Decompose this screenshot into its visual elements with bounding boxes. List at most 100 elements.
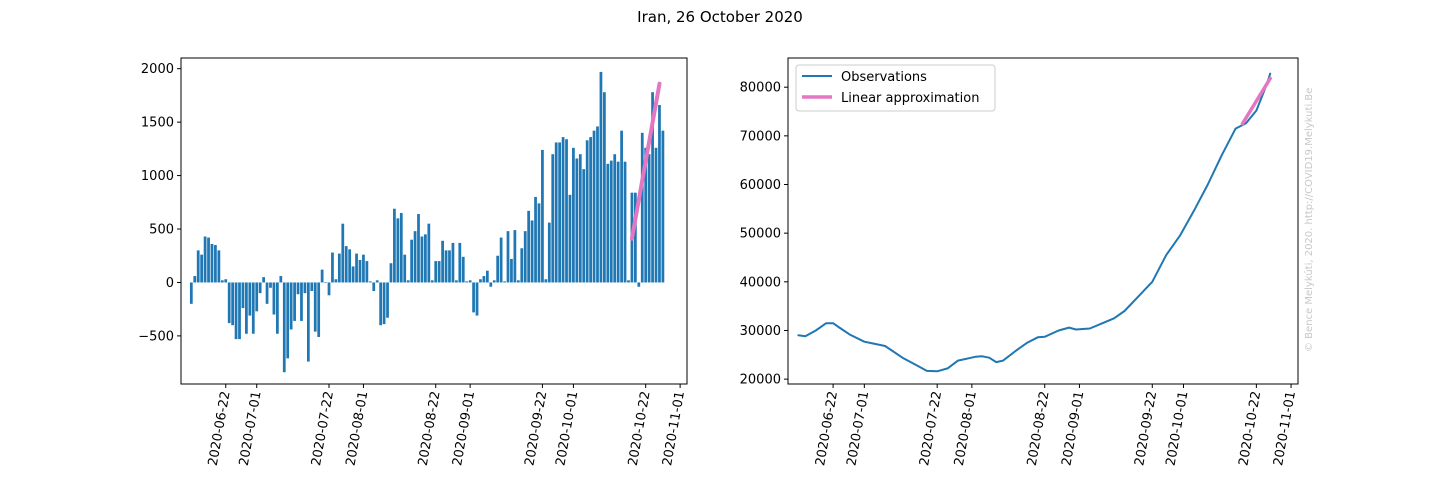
bar — [596, 126, 599, 283]
bar — [337, 253, 341, 283]
bar-chart-x-tick-label: 2020-08-22 — [416, 390, 444, 467]
bar — [558, 142, 562, 283]
bar — [644, 147, 648, 283]
cumulative-chart-y-tick-label: 60000 — [740, 178, 781, 193]
bar — [437, 261, 441, 283]
bar-chart-y-tick-label: 0 — [166, 276, 174, 291]
copyright-watermark: © Bence Melykúti, 2020. http://COVID19.M… — [1303, 88, 1315, 352]
bar — [468, 280, 472, 283]
bar — [258, 282, 262, 294]
bar — [331, 252, 334, 283]
bar — [303, 282, 307, 294]
bar — [327, 282, 331, 296]
bar — [313, 282, 317, 332]
bar — [296, 282, 300, 295]
bar — [585, 140, 589, 283]
bar — [410, 239, 413, 283]
bar — [554, 142, 558, 283]
bar — [362, 254, 365, 283]
bar — [492, 280, 496, 283]
bar-series — [189, 71, 665, 373]
bar — [386, 282, 389, 318]
bar — [651, 92, 654, 283]
cumulative-chart-y-tick-label: 80000 — [740, 81, 781, 96]
cumulative-chart-x-tick-label: 2020-07-22 — [917, 390, 945, 467]
bar — [282, 282, 286, 373]
bar — [320, 269, 324, 283]
bar — [251, 282, 255, 334]
bar-chart-axes: −500 0 500 1000 1500 2000 2020-06-22 2020-07-0… — [138, 57, 688, 467]
bar — [654, 147, 658, 283]
bar — [520, 248, 524, 283]
bar — [399, 212, 403, 283]
bar — [527, 210, 531, 283]
cumulative-chart-x-tick-label: 2020-10-22 — [1236, 390, 1264, 467]
bar — [255, 282, 259, 312]
bar — [334, 279, 338, 283]
bar — [238, 282, 241, 340]
bar — [547, 222, 551, 283]
bar — [479, 279, 482, 283]
bar — [368, 281, 372, 283]
bar — [420, 236, 424, 283]
bar — [269, 282, 272, 288]
observations-line — [797, 72, 1272, 373]
bar — [310, 282, 314, 292]
bar — [458, 242, 462, 283]
bar-chart-y-tick-label: −500 — [138, 329, 174, 344]
legend-label-observations: Observations — [841, 70, 927, 85]
bar-chart-x-tick-label: 2020-11-01 — [660, 390, 688, 467]
bar — [613, 154, 617, 283]
bar-chart-y-tick-label: 1000 — [141, 169, 174, 184]
bar — [534, 196, 537, 283]
bar — [565, 139, 568, 283]
bar — [647, 154, 651, 283]
bar — [358, 260, 362, 283]
bar — [516, 280, 520, 283]
cumulative-chart-y-tick-label: 30000 — [740, 324, 781, 339]
legend-label-linear-approximation: Linear approximation — [841, 91, 979, 106]
cumulative-chart-y-tick-label: 20000 — [740, 373, 781, 388]
bar — [582, 169, 586, 283]
bar — [475, 282, 479, 316]
bar — [417, 214, 420, 283]
bar — [427, 223, 431, 283]
bar — [293, 282, 296, 321]
bar — [272, 282, 276, 315]
bar — [341, 223, 345, 283]
bar-chart-y-tick-label: 1500 — [141, 116, 174, 131]
cumulative-chart-x-tick-label: 2020-09-01 — [1059, 390, 1087, 467]
bar — [203, 236, 207, 283]
bar — [489, 282, 493, 287]
bar — [403, 254, 407, 283]
bar — [224, 279, 228, 283]
bar — [589, 137, 592, 283]
linear-approximation-line — [1240, 76, 1272, 126]
cumulative-chart-x-tick-label: 2020-09-22 — [1132, 390, 1160, 467]
cumulative-chart-axes: 20000 30000 40000 50000 60000 70000 80000 2020… — [740, 57, 1299, 467]
bar — [413, 231, 417, 283]
bar — [620, 130, 623, 283]
bar — [448, 250, 451, 283]
cumulative-chart-x-tick-label: 2020-07-01 — [844, 390, 872, 467]
bar — [220, 280, 224, 283]
bar — [389, 263, 393, 283]
bar — [214, 245, 217, 283]
linear-approximation-line — [629, 81, 662, 241]
bar — [351, 266, 355, 283]
bar — [609, 160, 613, 283]
bar — [640, 132, 644, 283]
bar-chart-x-tick-label: 2020-10-22 — [626, 390, 654, 467]
bar — [430, 280, 434, 283]
bar — [217, 250, 221, 283]
bar — [603, 92, 606, 283]
legend-box — [795, 64, 996, 112]
bar-chart-y-tick-label: 2000 — [141, 62, 174, 77]
bar — [568, 194, 572, 283]
cumulative-chart-y-tick-label: 50000 — [740, 227, 781, 242]
cumulative-chart-x-tick-label: 2020-06-22 — [813, 390, 841, 467]
bar-chart-x-tick-label: 2020-10-01 — [553, 390, 581, 467]
bar — [265, 282, 269, 304]
bar — [578, 154, 582, 283]
bar — [537, 203, 541, 283]
